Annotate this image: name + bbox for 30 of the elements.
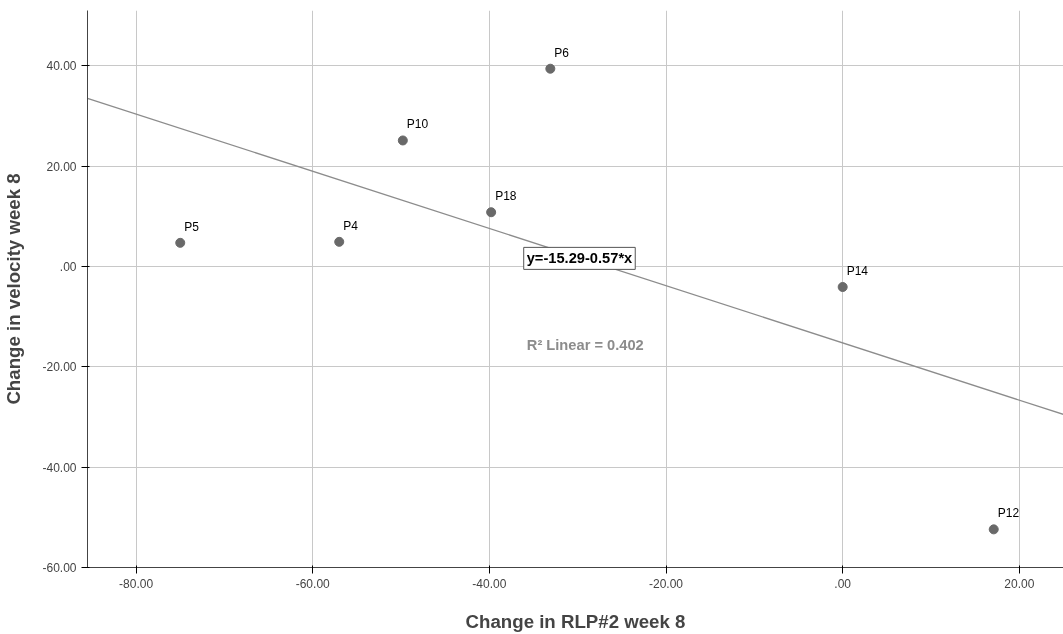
point bbox=[486, 207, 497, 218]
x-tick-label: -20.00 bbox=[649, 576, 684, 591]
point bbox=[988, 524, 999, 535]
annotation: R² Linear = 0.402 bbox=[526, 336, 644, 353]
x-tick-label: -40.00 bbox=[472, 576, 507, 591]
x-axis-title: Change in RLP#2 week 8 bbox=[465, 610, 686, 632]
data-label: P4 bbox=[343, 218, 359, 233]
point bbox=[334, 236, 345, 247]
data-label: P10 bbox=[406, 117, 429, 132]
x-tick-label: -60.00 bbox=[295, 576, 331, 591]
y-tick-label: 20.00 bbox=[46, 159, 77, 174]
y-axis-title: Change in velocity week 8 bbox=[3, 173, 25, 405]
x-tick-label: -80.00 bbox=[119, 576, 154, 591]
x-tick-label: .00 bbox=[834, 576, 852, 591]
point bbox=[837, 282, 848, 292]
annotation: y=-15.29-0.57*x bbox=[526, 250, 634, 267]
y-tick-label: -20.00 bbox=[42, 360, 77, 375]
y-tick-label: 40.00 bbox=[46, 59, 77, 74]
point bbox=[175, 237, 186, 248]
y-tick-label: -60.00 bbox=[42, 561, 77, 575]
data-label: P5 bbox=[184, 219, 200, 234]
data-label: P6 bbox=[554, 45, 570, 60]
data-label: P18 bbox=[495, 189, 517, 204]
point bbox=[397, 135, 408, 146]
data-label: P14 bbox=[846, 263, 869, 278]
y-tick-label: -40.00 bbox=[42, 460, 77, 475]
y-tick-label: .00 bbox=[59, 259, 77, 274]
x-tick-label: 20.00 bbox=[1004, 576, 1035, 591]
point bbox=[545, 63, 556, 74]
data-label: P12 bbox=[997, 506, 1020, 521]
